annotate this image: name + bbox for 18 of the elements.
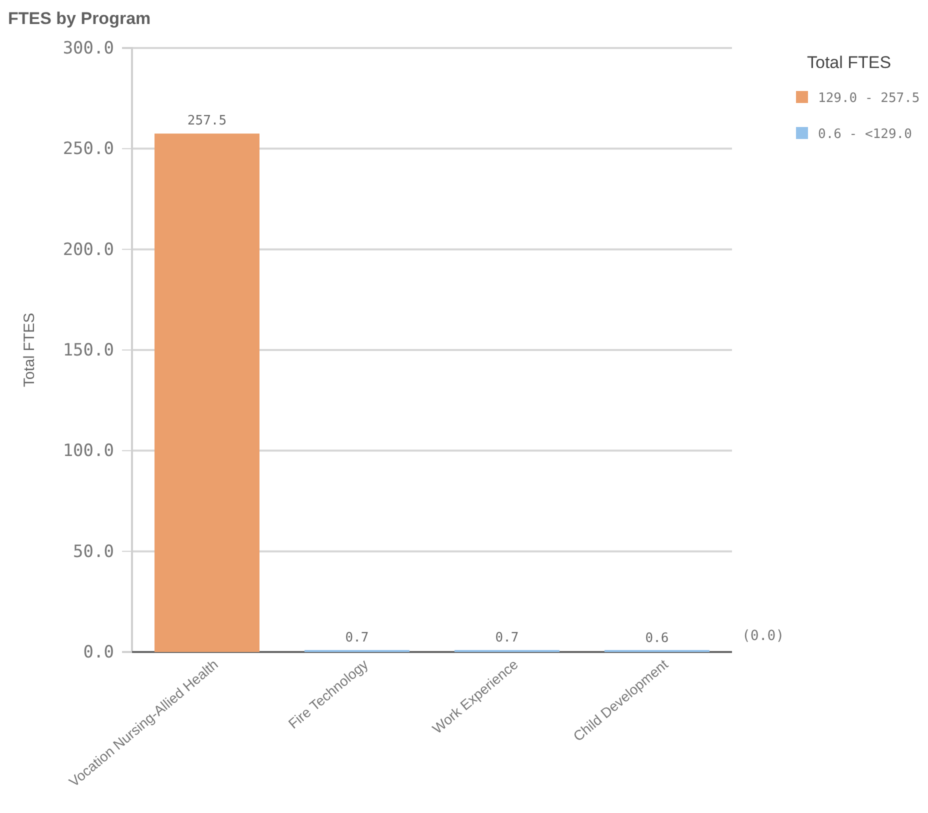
data-label: 257.5 <box>187 114 227 129</box>
y-tick-label: 250.0 <box>62 139 114 160</box>
y-tick-label: 0.0 <box>83 642 114 662</box>
text: (0.0) <box>742 628 784 644</box>
bar <box>154 134 260 652</box>
y-axis-title: Total FTES <box>21 312 38 388</box>
y-tick-label: 50.0 <box>73 542 114 562</box>
y-tick-label: 300.0 <box>62 38 114 58</box>
legend-label: 129.0 - 257.5 <box>818 91 920 106</box>
data-label: 0.6 <box>645 630 669 646</box>
data-label: 0.7 <box>345 630 369 646</box>
y-tick-label: 150.0 <box>62 340 114 360</box>
legend-title: Total FTES <box>807 53 892 72</box>
y-tick-label: 100.0 <box>62 441 114 462</box>
data-label: 0.7 <box>495 630 519 646</box>
y-tick-label: 200.0 <box>62 240 114 260</box>
chart-title: FTES by Program <box>8 9 151 28</box>
legend-label: 0.6 - <129.0 <box>818 127 912 142</box>
